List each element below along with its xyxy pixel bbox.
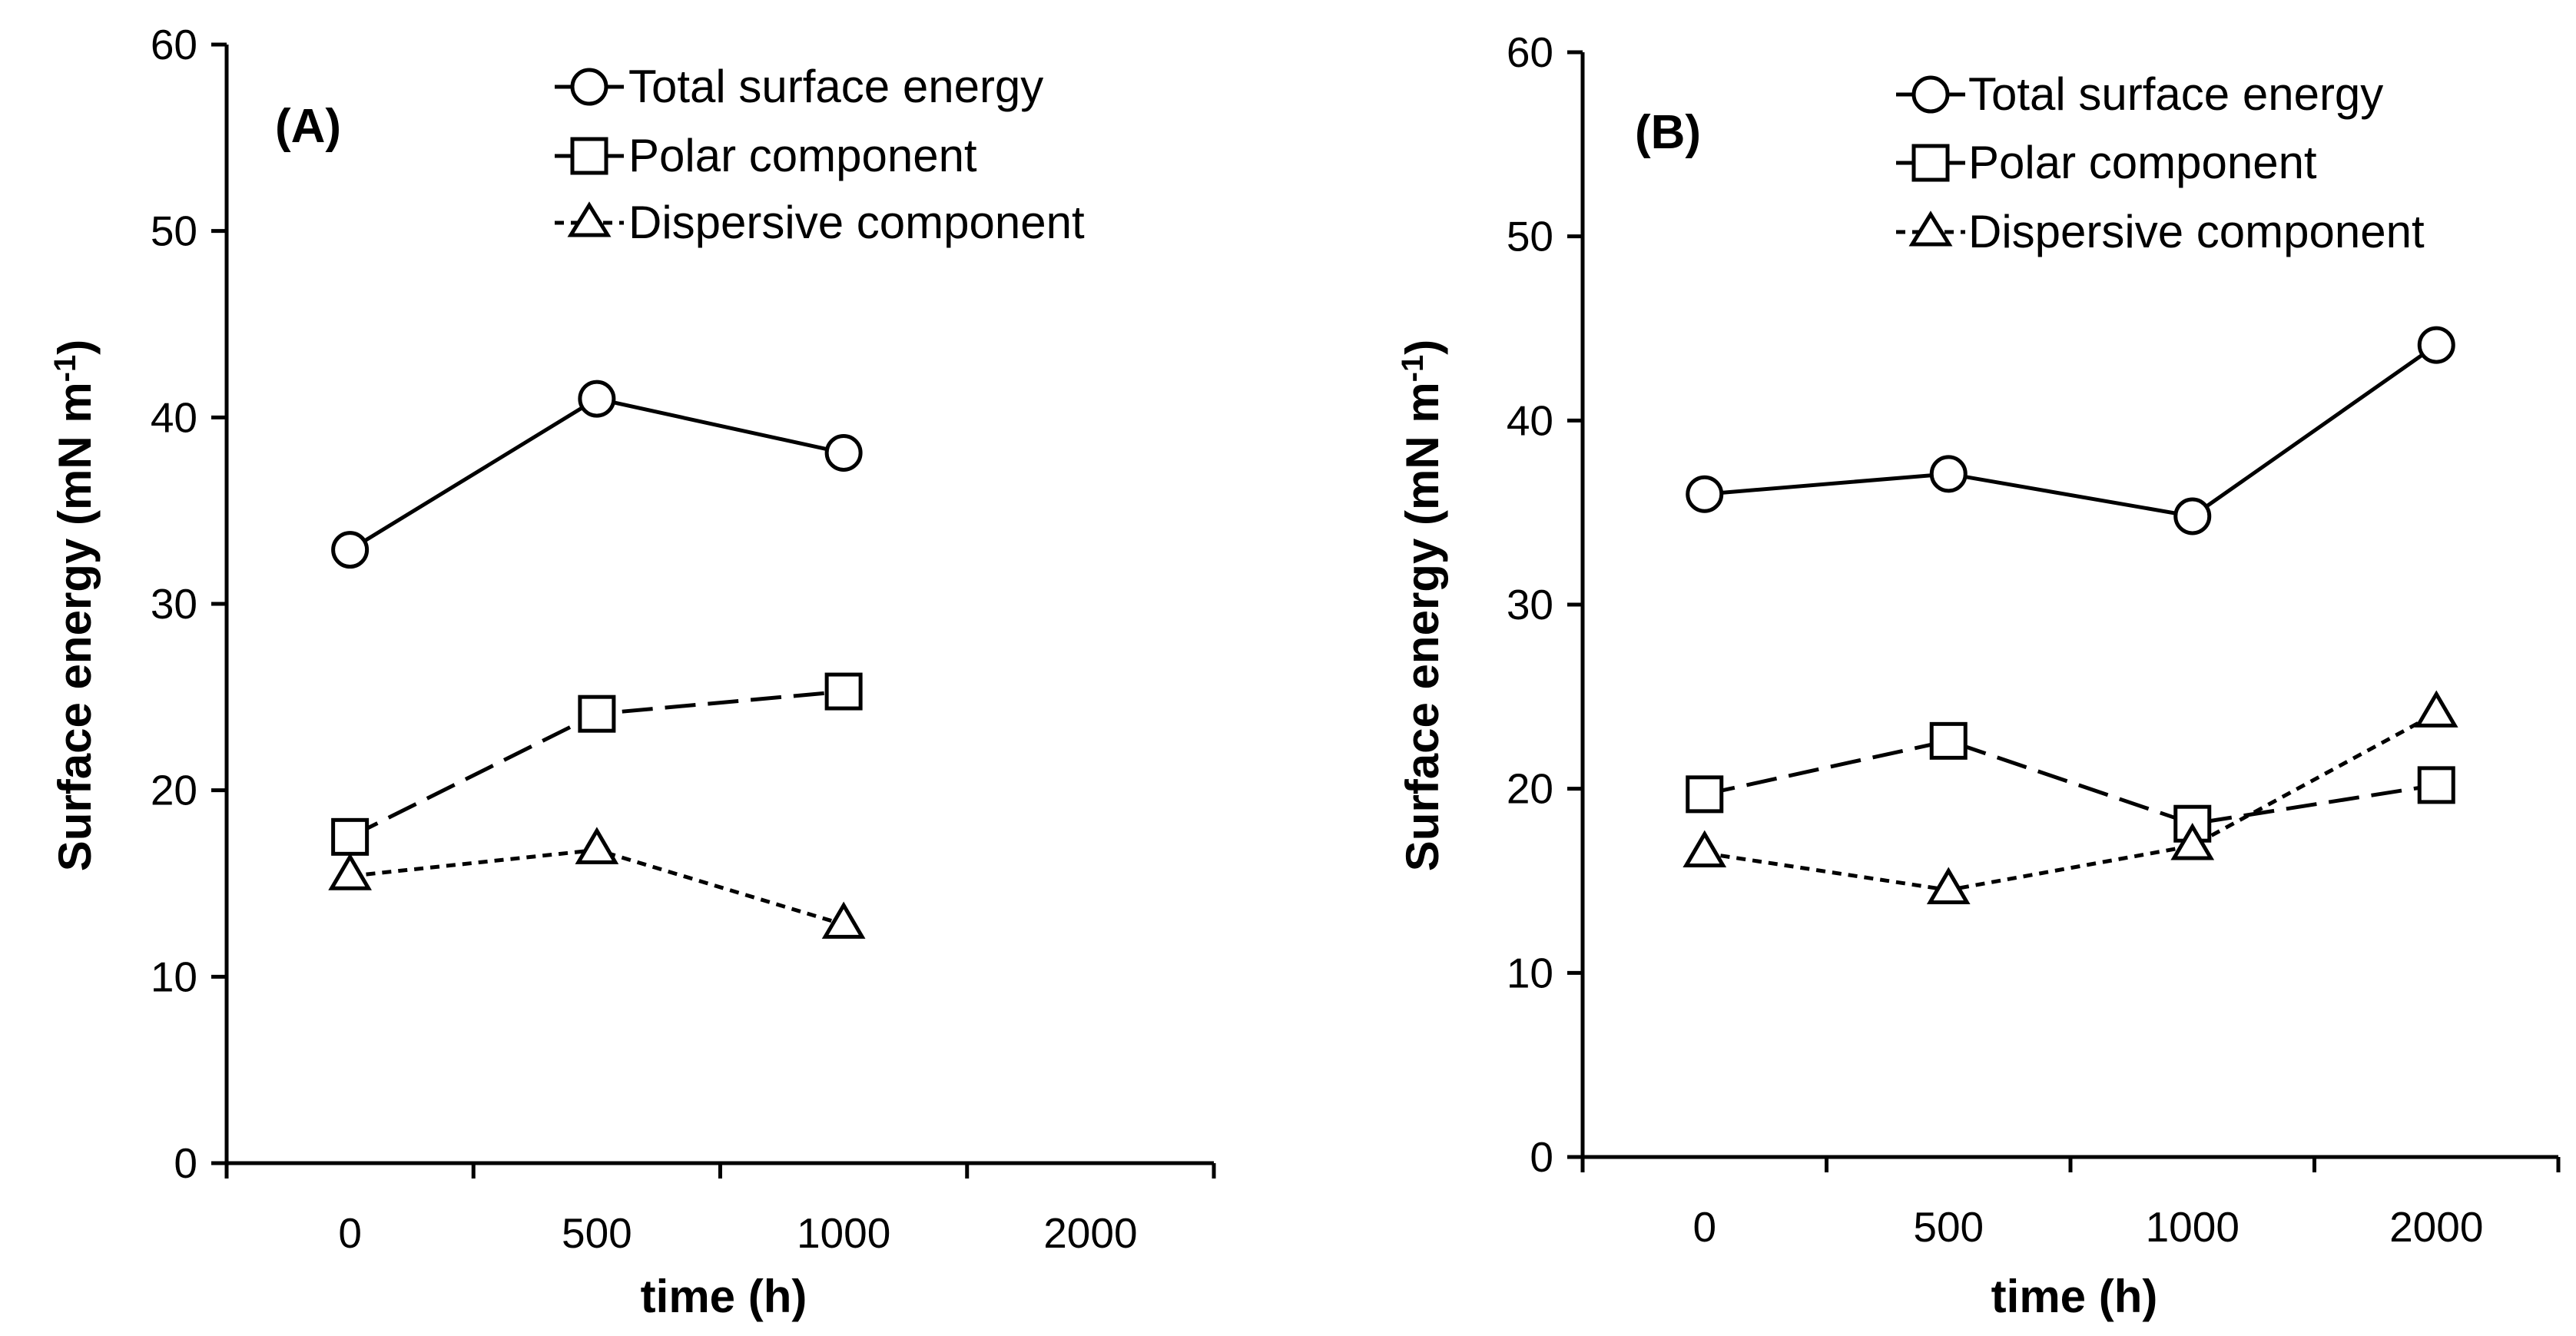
y-tick-label: 20 <box>1507 765 1553 813</box>
data-point-circle <box>331 531 370 569</box>
x-axis-title: time (h) <box>641 1271 807 1322</box>
y-tick-label: 40 <box>151 393 197 441</box>
legend: Total surface energy Polar component Dis… <box>555 61 1085 248</box>
panel-label: (A) <box>275 100 341 153</box>
data-point-square <box>2417 766 2455 804</box>
data-point-triangle <box>2414 690 2458 728</box>
series-line <box>1704 738 2437 826</box>
series-line <box>349 396 844 552</box>
legend-entry-polar: Polar component <box>555 130 977 181</box>
data-point-circle <box>2417 326 2455 364</box>
x-tick-label: 0 <box>1692 1203 1716 1251</box>
data-point-square <box>331 817 370 856</box>
legend-label-polar: Polar component <box>1968 137 2317 188</box>
plot-area <box>328 380 866 939</box>
x-tick-label: 2000 <box>2389 1203 2483 1251</box>
x-tick-label: 2000 <box>1043 1209 1137 1257</box>
legend-entry-total: Total surface energy <box>555 61 1043 112</box>
y-tick-label: 30 <box>151 580 197 628</box>
legend-triangle-marker <box>567 201 612 237</box>
x-ticks: 0 500 1000 2000 <box>224 1163 1216 1257</box>
legend-label-polar: Polar component <box>628 130 977 181</box>
y-ticks: 0 10 20 30 40 50 60 <box>1507 28 1583 1181</box>
data-point-circle <box>824 433 863 472</box>
data-point-triangle <box>821 901 866 939</box>
x-tick-label: 500 <box>1913 1203 1984 1251</box>
y-ticks: 0 10 20 30 40 50 60 <box>151 21 227 1187</box>
y-tick-label: 30 <box>1507 581 1553 628</box>
x-tick-label: 1000 <box>2146 1203 2239 1251</box>
plot-area <box>1683 326 2458 904</box>
y-axis-title: Surface energy (mN m-1) <box>48 340 101 871</box>
x-tick-label: 1000 <box>797 1209 890 1257</box>
y-tick-label: 0 <box>174 1139 197 1187</box>
data-point-triangle <box>1683 830 1727 868</box>
data-point-square <box>1929 721 1968 760</box>
legend-triangle-marker <box>1908 211 1953 247</box>
y-tick-label: 0 <box>1530 1133 1553 1181</box>
legend-entry-polar: Polar component <box>1896 137 2317 188</box>
legend-entry-dispersive: Dispersive component <box>1896 206 2425 257</box>
y-axis-title: Surface energy (mN m-1) <box>1396 340 1448 871</box>
y-tick-label: 40 <box>1507 396 1553 444</box>
data-point-circle <box>1686 475 1724 513</box>
y-tick-label: 50 <box>1507 213 1553 260</box>
x-tick-label: 500 <box>562 1209 632 1257</box>
x-tick-label: 0 <box>338 1209 362 1257</box>
legend-label-total: Total surface energy <box>1968 68 2383 120</box>
data-point-circle <box>1929 455 1968 493</box>
legend-circle-marker <box>570 68 608 106</box>
y-axis-title-sup: -1 <box>1396 355 1430 383</box>
data-point-circle <box>578 380 616 418</box>
y-axis-title-main: Surface energy (mN m <box>1397 382 1448 871</box>
x-axis-title: time (h) <box>1991 1271 2158 1322</box>
y-axis-title-sup: -1 <box>48 355 82 383</box>
legend-label-dispersive: Dispersive component <box>1968 206 2425 257</box>
series-line <box>1704 343 2438 519</box>
y-tick-label: 50 <box>151 207 197 255</box>
y-tick-label: 10 <box>1507 949 1553 996</box>
y-tick-label: 10 <box>151 953 197 1000</box>
y-tick-label: 60 <box>151 21 197 68</box>
legend-square-marker <box>1911 144 1950 182</box>
legend-circle-marker <box>1911 75 1950 114</box>
data-point-triangle <box>575 827 619 864</box>
y-tick-label: 20 <box>151 767 197 814</box>
data-point-triangle <box>328 853 372 890</box>
series-line <box>1704 711 2438 893</box>
y-axis-title-close: ) <box>49 340 101 355</box>
legend-entry-dispersive: Dispersive component <box>555 197 1085 248</box>
legend-label-total: Total surface energy <box>628 61 1043 112</box>
y-axis-title-main: Surface energy (mN m <box>49 382 101 871</box>
y-tick-label: 60 <box>1507 28 1553 76</box>
y-axis-title-close: ) <box>1397 340 1448 355</box>
data-point-square <box>578 695 616 733</box>
data-point-circle <box>2173 497 2212 535</box>
legend-entry-total: Total surface energy <box>1896 68 2383 120</box>
x-ticks: 0 500 1000 2000 <box>1580 1157 2561 1251</box>
panel-label: (B) <box>1635 106 1701 159</box>
legend: Total surface energy Polar component Dis… <box>1896 68 2425 257</box>
legend-square-marker <box>570 137 608 175</box>
data-point-square <box>824 672 863 711</box>
data-point-square <box>1686 775 1724 814</box>
data-point-triangle <box>2170 823 2215 860</box>
data-point-triangle <box>1926 867 1971 904</box>
legend-label-dispersive: Dispersive component <box>628 197 1085 248</box>
